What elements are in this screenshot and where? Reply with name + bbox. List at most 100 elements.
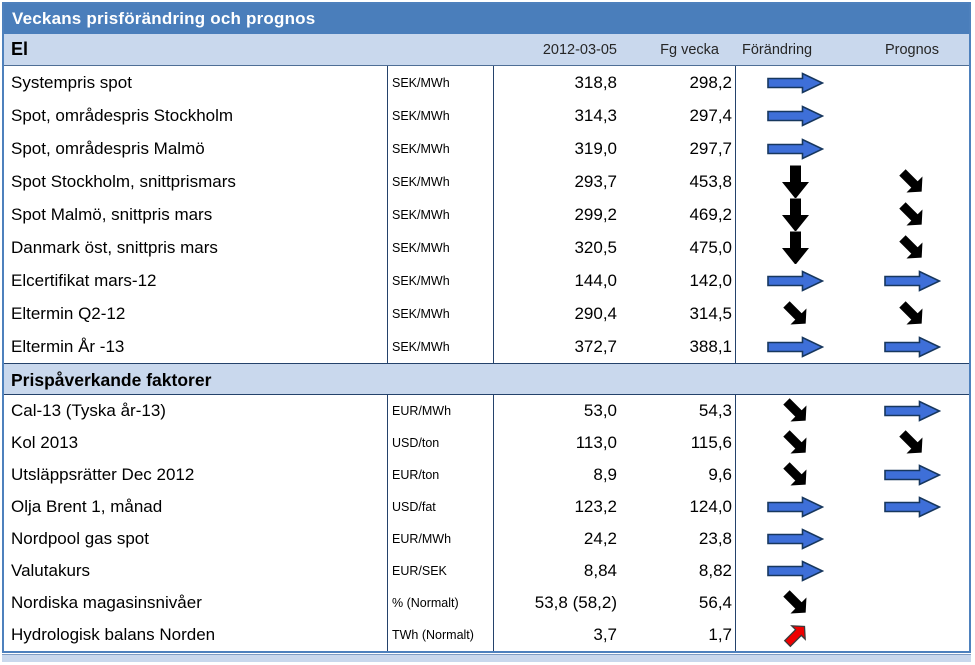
item-name: Nordpool gas spot bbox=[11, 529, 149, 548]
report-title: Veckans prisförändring och prognos bbox=[4, 4, 969, 34]
item-unit: % (Normalt) bbox=[387, 587, 493, 619]
arrow-right-icon bbox=[855, 330, 969, 363]
previous-week-value: 142,0 bbox=[689, 270, 732, 290]
current-value: 314,3 bbox=[493, 99, 621, 132]
forecast-indicator bbox=[855, 619, 969, 651]
item-unit: EUR/MWh bbox=[387, 523, 493, 555]
arrow-right-icon bbox=[735, 99, 855, 132]
forecast-indicator bbox=[855, 523, 969, 555]
table-row: Spot, områdespris Malmö SEK/MWh 319,0 29… bbox=[4, 132, 969, 165]
table-row: Spot Stockholm, snittprismars SEK/MWh 29… bbox=[4, 165, 969, 198]
previous-week-value: 469,2 bbox=[689, 204, 732, 224]
section-label-el: El bbox=[11, 39, 29, 59]
item-unit: EUR/SEK bbox=[387, 555, 493, 587]
item-unit: USD/fat bbox=[387, 491, 493, 523]
arrow-right-icon bbox=[855, 264, 969, 297]
table-row: Danmark öst, snittpris mars SEK/MWh 320,… bbox=[4, 231, 969, 264]
next-section-partial-band bbox=[2, 654, 971, 662]
column-header-prev-week: Fg vecka bbox=[660, 41, 719, 58]
arrow-down-right-icon bbox=[735, 459, 855, 491]
arrow-down-right-icon bbox=[735, 297, 855, 330]
item-unit: SEK/MWh bbox=[387, 66, 493, 99]
item-unit: SEK/MWh bbox=[387, 165, 493, 198]
current-value: 8,9 bbox=[493, 459, 621, 491]
table-row: Cal-13 (Tyska år-13) EUR/MWh 53,0 54,3 bbox=[4, 395, 969, 427]
table-row: Nordiska magasinsnivåer % (Normalt) 53,8… bbox=[4, 587, 969, 619]
current-value: 144,0 bbox=[493, 264, 621, 297]
arrow-right-icon bbox=[735, 66, 855, 99]
item-unit: SEK/MWh bbox=[387, 231, 493, 264]
item-name: Danmark öst, snittpris mars bbox=[11, 237, 218, 257]
current-value: 123,2 bbox=[493, 491, 621, 523]
previous-week-value: 1,7 bbox=[708, 625, 732, 644]
table-row: Utsläppsrätter Dec 2012 EUR/ton 8,9 9,6 bbox=[4, 459, 969, 491]
item-name: Elcertifikat mars-12 bbox=[11, 270, 157, 290]
table-row: Valutakurs EUR/SEK 8,84 8,82 bbox=[4, 555, 969, 587]
el-section-header-row: El 2012-03-05 Fg vecka Förändring Progno… bbox=[4, 34, 969, 66]
item-unit: SEK/MWh bbox=[387, 198, 493, 231]
previous-week-value: 297,4 bbox=[689, 105, 732, 125]
item-name: Spot Malmö, snittpris mars bbox=[11, 204, 213, 224]
previous-week-value: 475,0 bbox=[689, 237, 732, 257]
arrow-down-right-icon bbox=[855, 427, 969, 459]
item-name: Spot, områdespris Malmö bbox=[11, 138, 205, 158]
item-name: Systempris spot bbox=[11, 72, 132, 92]
price-report-table: Veckans prisförändring och prognos El 20… bbox=[2, 2, 971, 653]
forecast-indicator bbox=[855, 587, 969, 619]
current-value: 293,7 bbox=[493, 165, 621, 198]
item-name: Valutakurs bbox=[11, 561, 91, 580]
arrow-down-icon bbox=[735, 198, 855, 231]
current-value: 290,4 bbox=[493, 297, 621, 330]
item-unit: SEK/MWh bbox=[387, 330, 493, 363]
table-row: Kol 2013 USD/ton 113,0 115,6 bbox=[4, 427, 969, 459]
arrow-up-right-icon bbox=[735, 619, 855, 651]
item-name: Spot, områdespris Stockholm bbox=[11, 105, 234, 125]
table-row: Spot, områdespris Stockholm SEK/MWh 314,… bbox=[4, 99, 969, 132]
previous-week-value: 297,7 bbox=[689, 138, 732, 158]
current-value: 8,84 bbox=[493, 555, 621, 587]
arrow-down-right-icon bbox=[855, 165, 969, 198]
arrow-right-icon bbox=[855, 459, 969, 491]
item-name: Eltermin Q2-12 bbox=[11, 303, 126, 323]
previous-week-value: 56,4 bbox=[698, 593, 732, 612]
arrow-right-icon bbox=[855, 395, 969, 427]
column-header-date: 2012-03-05 bbox=[542, 41, 617, 58]
table-row: Eltermin Q2-12 SEK/MWh 290,4 314,5 bbox=[4, 297, 969, 330]
table-row: Nordpool gas spot EUR/MWh 24,2 23,8 bbox=[4, 523, 969, 555]
factors-section-header-row: Prispåverkande faktorer bbox=[4, 363, 969, 395]
arrow-right-icon bbox=[735, 555, 855, 587]
table-row: Systempris spot SEK/MWh 318,8 298,2 bbox=[4, 66, 969, 99]
previous-week-value: 9,6 bbox=[708, 465, 732, 484]
factor-rows: Cal-13 (Tyska år-13) EUR/MWh 53,0 54,3 K… bbox=[4, 395, 969, 651]
arrow-down-right-icon bbox=[735, 587, 855, 619]
current-value: 299,2 bbox=[493, 198, 621, 231]
previous-week-value: 54,3 bbox=[698, 401, 732, 420]
item-unit: EUR/ton bbox=[387, 459, 493, 491]
arrow-right-icon bbox=[735, 132, 855, 165]
column-header-change: Förändring bbox=[742, 41, 813, 58]
arrow-right-icon bbox=[735, 330, 855, 363]
current-value: 318,8 bbox=[493, 66, 621, 99]
table-row: Spot Malmö, snittpris mars SEK/MWh 299,2… bbox=[4, 198, 969, 231]
previous-week-value: 388,1 bbox=[689, 336, 732, 356]
previous-week-value: 453,8 bbox=[689, 171, 732, 191]
arrow-right-icon bbox=[735, 264, 855, 297]
item-name: Eltermin År -13 bbox=[11, 336, 125, 356]
arrow-down-icon bbox=[735, 231, 855, 264]
previous-week-value: 23,8 bbox=[698, 529, 732, 548]
item-name: Cal-13 (Tyska år-13) bbox=[11, 401, 166, 420]
item-unit: SEK/MWh bbox=[387, 99, 493, 132]
current-value: 113,0 bbox=[493, 427, 621, 459]
forecast-indicator bbox=[855, 132, 969, 165]
item-unit: EUR/MWh bbox=[387, 395, 493, 427]
arrow-down-icon bbox=[735, 165, 855, 198]
item-name: Olja Brent 1, månad bbox=[11, 497, 163, 516]
previous-week-value: 298,2 bbox=[689, 72, 732, 92]
arrow-right-icon bbox=[855, 491, 969, 523]
current-value: 372,7 bbox=[493, 330, 621, 363]
previous-week-value: 314,5 bbox=[689, 303, 732, 323]
current-value: 3,7 bbox=[493, 619, 621, 651]
arrow-down-right-icon bbox=[855, 198, 969, 231]
table-row: Eltermin År -13 SEK/MWh 372,7 388,1 bbox=[4, 330, 969, 363]
arrow-down-right-icon bbox=[735, 395, 855, 427]
